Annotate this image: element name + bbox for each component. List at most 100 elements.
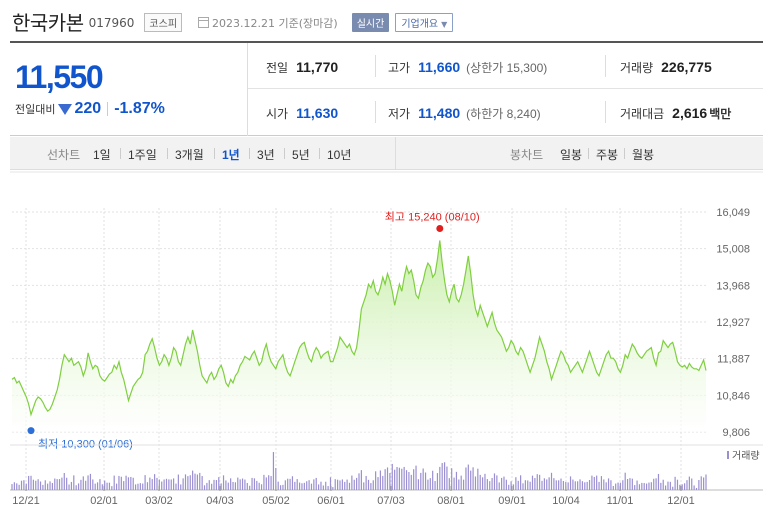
volume-bar [574,481,576,490]
volume-bar [693,485,695,490]
volume-bar [703,477,705,490]
volume-bar [194,473,196,490]
volume-bar [424,472,427,490]
volume-bar [505,479,507,490]
price-panel: 11,550 전일대비 220 -1.87% 전일 11,770 고가 11,6… [10,43,763,136]
volume-bar [515,477,517,490]
current-price: 11,550 [15,59,104,95]
volume-bar [422,468,424,490]
realtime-button[interactable]: 실시간 [351,12,390,32]
volume-bar [503,476,505,490]
volume-bar [562,480,564,490]
x-tick-label: 10/04 [552,495,580,507]
change-value: 220 [74,100,102,117]
period-1y[interactable]: 1년 [222,148,240,162]
divider [214,148,215,159]
divider [319,148,320,159]
volume-bar [470,470,472,490]
volume-bar [75,485,77,490]
volume-bar [120,476,122,490]
stats-row: 시가 11,630 저가 11,480 (하한가 8,240) 거래대금 2,6… [248,89,763,135]
volume-bar [486,479,488,490]
volume-bar [462,479,465,490]
volume-bar [676,479,679,490]
volume-bar [332,487,334,490]
volume-bar [44,480,46,490]
volume-bar [510,481,512,490]
y-tick-label: 15,008 [716,244,750,256]
volume-bar [106,482,108,490]
corp-info-dropdown[interactable]: 기업개요 ▼ [395,12,454,32]
volume-bar [522,483,524,490]
volume-bar [82,476,84,490]
stock-code: 017960 [88,16,135,30]
volume-bar [96,482,99,490]
period-3y[interactable]: 3년 [257,148,275,162]
volume-bar [348,482,351,490]
volume-bar [543,478,545,490]
volume-bar [142,483,144,490]
volume-bar [700,476,702,490]
min-marker [27,427,35,435]
volume-bar [353,479,355,490]
volume-bar [334,479,336,490]
volume-bar [94,483,96,490]
candle-weekly[interactable]: 주봉 [596,148,619,162]
volume-bar [220,483,222,490]
amount-value: 2,616 [672,105,708,121]
volume-bar [315,477,317,490]
volume-bar [410,474,412,490]
volume-bar [356,477,358,490]
volume-bar [127,477,130,490]
volume-bar [101,484,103,490]
calendar-icon [198,17,210,28]
volume-bar [61,477,63,490]
volume-bar [58,479,61,490]
volume-bar [49,481,51,490]
volume-bar [489,481,491,490]
volume-bar [650,482,652,490]
volume-bar [626,478,629,490]
candle-monthly[interactable]: 월봉 [632,148,655,162]
volume-bar [284,480,286,490]
period-1d[interactable]: 1일 [93,148,111,162]
volume-bar [579,479,581,490]
volume-bar [363,482,365,490]
volume-bar [215,480,217,490]
volume-bar [66,477,68,490]
volume-bar [367,479,370,490]
volume-bar [474,476,477,490]
volume-bar [272,452,275,490]
volume-bar [398,467,401,490]
candle-daily[interactable]: 일봉 [560,148,583,162]
period-5y[interactable]: 5년 [292,148,310,162]
x-tick-label: 05/02 [262,495,290,507]
volume-bar [68,484,70,490]
volume-bar [161,481,163,490]
volume-bar [180,484,182,490]
volume-bar [218,477,220,490]
volume-bar [553,478,555,490]
period-10y[interactable]: 10년 [327,148,352,162]
volume-bar [446,466,448,490]
volume-bar [451,468,453,490]
volume-bar [403,466,405,490]
period-3m[interactable]: 3개월 [175,148,204,162]
volume-bar [132,477,134,490]
chart-svg: 최고 15,240 (08/10) 최저 10,300 (01/06) 거래량 1… [10,171,763,507]
volume-bar [187,476,189,490]
volume-bar [686,480,688,490]
volume-bar [234,482,237,490]
period-1w[interactable]: 1주일 [128,148,157,162]
amount-unit: 백만 [709,107,732,121]
volume-bar [287,478,289,490]
volume-bar [413,469,415,490]
open-price: 시가 11,630 [266,105,338,122]
volume-bar [382,475,384,490]
volume-bar [455,471,458,490]
volume-bar [104,480,106,490]
volume-bar [32,479,34,490]
volume-bar [593,476,595,490]
volume-bar [501,477,503,490]
divider [375,55,376,77]
